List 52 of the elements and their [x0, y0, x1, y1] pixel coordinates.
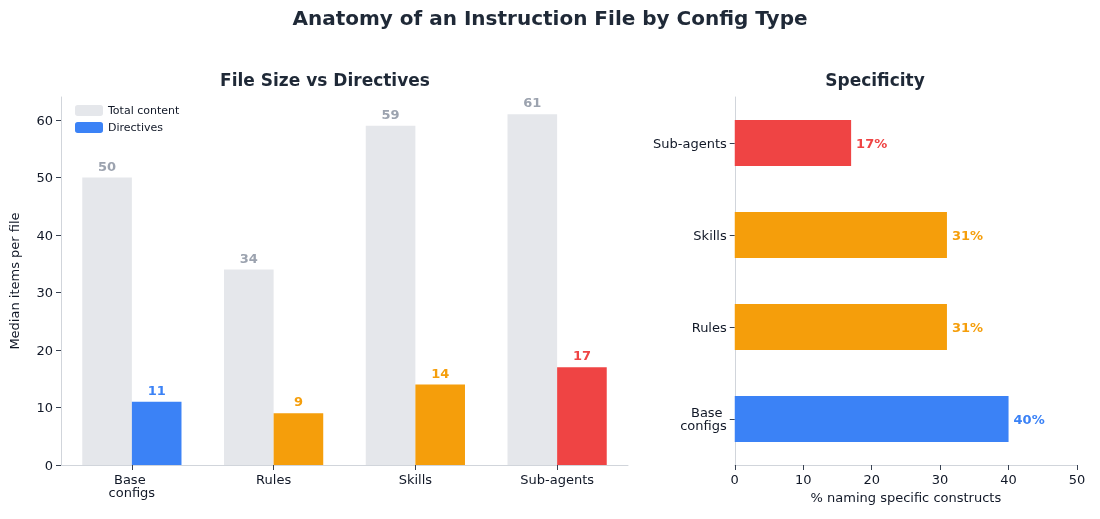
y-tick-label: 0 — [44, 457, 53, 473]
x-tick-label: 30 — [931, 472, 949, 487]
data-label: 14 — [431, 365, 450, 381]
x-tick-label: Sub-agents — [520, 472, 595, 487]
legend-label: Total content — [107, 104, 180, 117]
data-label: 17 — [572, 348, 591, 364]
y-tick-label: 20 — [36, 342, 53, 358]
x-tick-label: Base configs — [108, 472, 156, 500]
chart-title: Anatomy of an Instruction File by Config Type — [291, 6, 809, 30]
bar — [224, 269, 274, 465]
y-axis-title: Median items per file — [7, 212, 22, 350]
x-tick-label: 50 — [1068, 472, 1086, 487]
chart-subtitle: File Size vs Directives — [220, 69, 430, 90]
x-tick-label: Skills — [398, 472, 433, 487]
bar — [365, 125, 416, 465]
x-tick-label: 40 — [1000, 472, 1017, 487]
data-label: 40% — [1013, 411, 1045, 427]
bar — [131, 401, 182, 465]
data-label: 11 — [147, 382, 166, 398]
data-label: 9 — [293, 394, 303, 410]
data-label: 50 — [98, 158, 117, 174]
bar — [415, 384, 465, 465]
bar — [734, 212, 947, 258]
bar — [734, 396, 1009, 442]
data-label: 61 — [523, 95, 542, 111]
y-tick-label: 30 — [36, 285, 53, 300]
data-label: 31% — [951, 319, 984, 335]
y-tick-label: 40 — [36, 227, 53, 243]
x-tick-label: Rules — [256, 472, 292, 487]
bar — [82, 177, 132, 465]
y-tick-label: 50 — [36, 170, 53, 185]
y-tick-label: Skills — [693, 227, 727, 243]
data-label: 17% — [856, 135, 888, 151]
chart-title: Specificity — [825, 69, 925, 90]
data-label: 59 — [381, 106, 400, 122]
y-tick-label: Sub-agents — [652, 135, 727, 151]
y-tick-label: Base configs — [680, 405, 727, 433]
x-tick-label: 10 — [794, 472, 812, 487]
x-axis-title: % naming specific constructs — [810, 489, 1002, 505]
bar — [273, 413, 324, 465]
y-tick-label: Rules — [691, 319, 727, 335]
data-label: 31% — [951, 227, 984, 243]
x-tick-label: 20 — [863, 472, 880, 487]
y-tick-label: 10 — [36, 400, 53, 415]
bar — [507, 114, 558, 465]
y-tick-label: 60 — [36, 112, 53, 128]
x-tick-label: 0 — [730, 472, 739, 487]
legend-label: Directives — [108, 121, 164, 134]
data-label: 34 — [239, 250, 258, 266]
bar — [734, 304, 947, 350]
bar — [557, 367, 607, 465]
bar — [734, 120, 852, 166]
